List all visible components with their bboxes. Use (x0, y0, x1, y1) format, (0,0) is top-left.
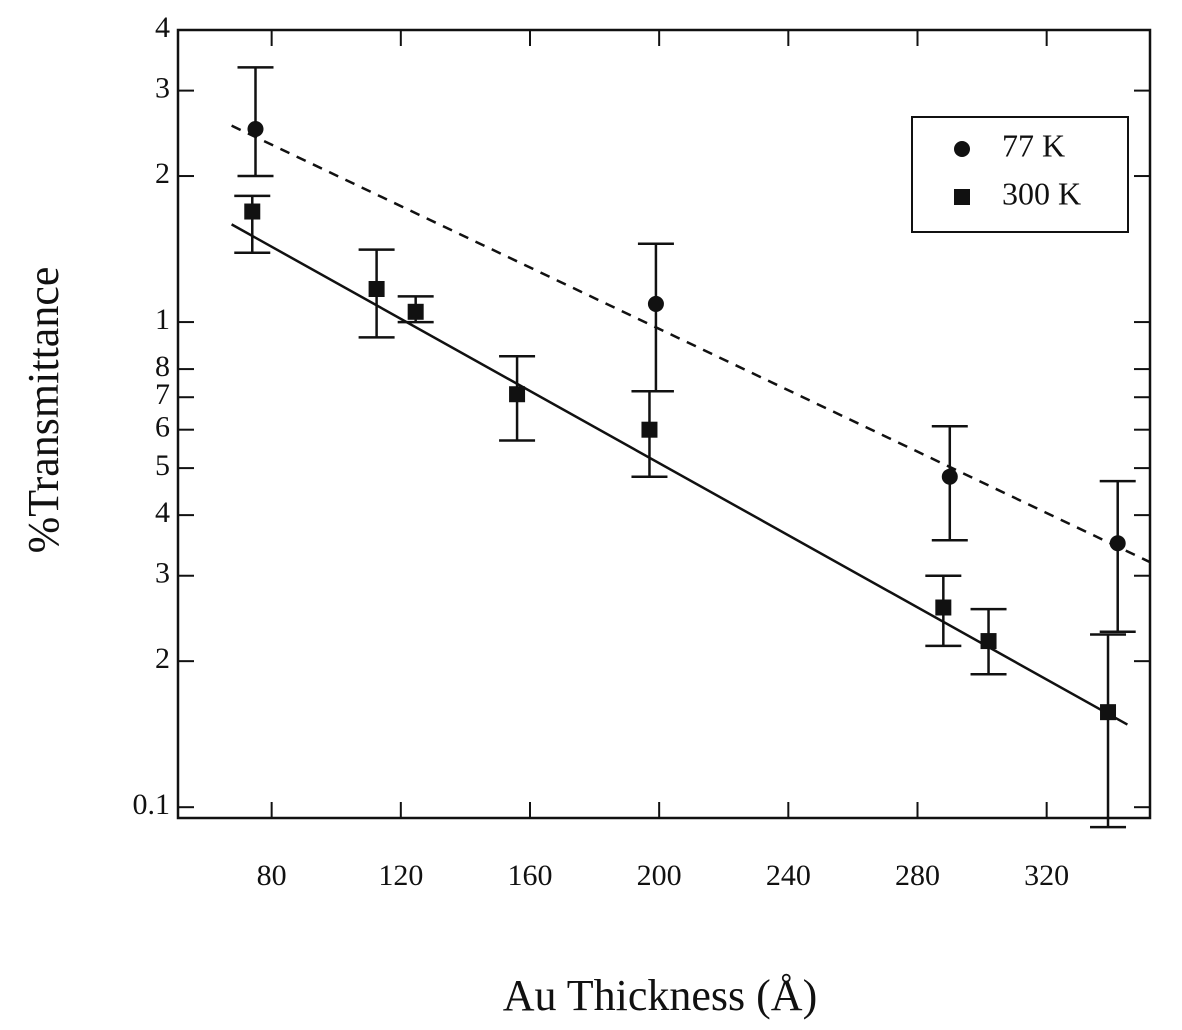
y-tick-label: 0.1 (133, 788, 171, 821)
data-point (407, 303, 424, 320)
y-tick-label: 7 (155, 378, 170, 411)
y-tick-label: 6 (155, 411, 170, 444)
data-point (641, 421, 658, 438)
legend-marker (954, 189, 970, 205)
plot-frame (176, 28, 1152, 820)
legend-marker (954, 141, 970, 157)
y-tick-label: 2 (155, 157, 170, 190)
x-tick-label: 80 (257, 859, 287, 892)
data-point (941, 468, 958, 485)
fit-line (230, 223, 1129, 726)
y-tick-label: 4 (155, 11, 170, 44)
x-tick-label: 240 (766, 859, 811, 892)
data-point (647, 295, 664, 312)
x-axis-title: Au Thickness (Å) (503, 971, 817, 1020)
fit-line (231, 124, 1151, 564)
data-point (935, 599, 952, 616)
x-tick-label: 160 (507, 859, 552, 892)
legend-label: 77 K (1002, 127, 1065, 163)
y-axis-title: %Transmittance (19, 267, 68, 554)
data-point (368, 280, 385, 297)
y-tick-label: 2 (155, 642, 170, 675)
x-tick-label: 200 (637, 859, 682, 892)
x-tick-label: 280 (895, 859, 940, 892)
data-point (509, 386, 526, 403)
y-tick-label: 1 (155, 303, 170, 336)
y-tick-label: 4 (155, 496, 170, 529)
y-tick-label: 5 (155, 449, 170, 482)
y-tick-label: 8 (155, 350, 170, 383)
data-point (1100, 704, 1117, 721)
x-tick-label: 320 (1024, 859, 1069, 892)
legend-label: 300 K (1002, 175, 1081, 211)
data-point (1109, 535, 1126, 552)
legend-box (911, 116, 1129, 233)
data-point (244, 203, 261, 220)
data-point (247, 121, 264, 138)
y-tick-label: 3 (155, 557, 170, 590)
data-point (980, 633, 997, 650)
y-tick-label: 3 (155, 72, 170, 105)
x-tick-label: 120 (378, 859, 423, 892)
